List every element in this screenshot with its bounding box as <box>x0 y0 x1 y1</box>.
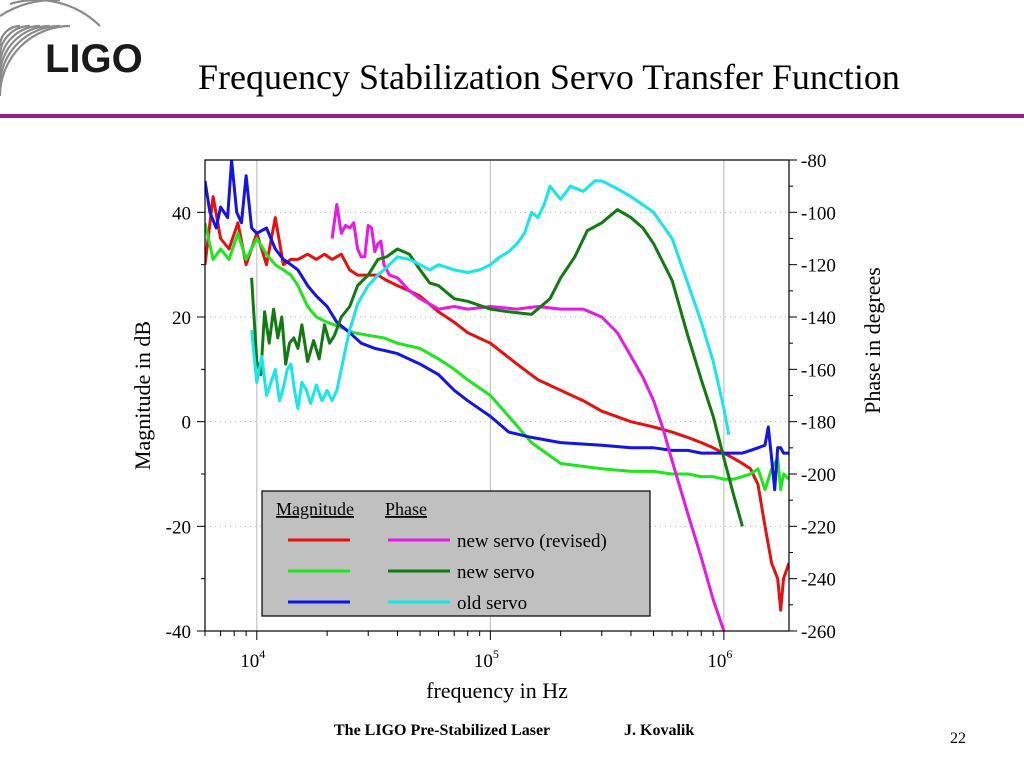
y-left-tick-label: 40 <box>172 203 191 224</box>
y-right-tick-label: -180 <box>801 413 836 434</box>
logo-text: LIGO <box>45 37 143 81</box>
y-right-tick-label: -160 <box>801 360 836 381</box>
y-right-tick-label: -260 <box>801 622 836 643</box>
magnitude-new-servo-revised-line <box>205 195 789 612</box>
y-axis-label-left: Magnitude in dB <box>130 321 155 470</box>
y-right-tick-label: -200 <box>801 465 836 486</box>
title-divider <box>0 114 1024 118</box>
axes: 104 105 106 40 20 0 -20 -40 -80 -100 -120 -140 -160 -… <box>166 151 836 672</box>
phase-new-servo-revised-line <box>330 203 726 631</box>
y-right-tick-label: -140 <box>801 308 836 329</box>
y-left-tick-label: -40 <box>166 622 191 643</box>
y-right-tick-label: -120 <box>801 256 836 277</box>
y-right-tick-label: -240 <box>801 570 836 591</box>
magnitude-old-servo-line <box>205 160 789 492</box>
magnitude-new-servo-line <box>205 222 789 492</box>
y-left-tick-label: 0 <box>182 413 192 434</box>
phase-old-servo-line <box>250 179 731 436</box>
legend: Magnitude Phase new servo (revised) new ser… <box>261 490 651 617</box>
slide-title: Frequency Stabilization Servo Transfer F… <box>198 57 900 97</box>
x-tick-label: 105 <box>474 647 499 672</box>
page-number: 22 <box>950 730 966 747</box>
y-left-tick-label: 20 <box>172 308 191 329</box>
x-tick-label: 104 <box>240 647 265 672</box>
legend-label-new-servo: new servo <box>457 562 535 583</box>
y-left-tick-label: -20 <box>166 517 191 538</box>
series-lines <box>205 160 789 631</box>
y-right-tick-label: -220 <box>801 517 836 538</box>
ligo-logo: LIGO <box>0 0 190 110</box>
legend-label-old-servo: old servo <box>457 593 527 614</box>
y-right-tick-label: -100 <box>801 203 836 224</box>
x-tick-label: 106 <box>707 647 732 672</box>
legend-header-magnitude: Magnitude <box>276 499 354 519</box>
y-axis-label-right: Phase in degrees <box>860 267 885 414</box>
legend-box <box>261 490 651 617</box>
footer-author: J. Kovalik <box>624 722 695 739</box>
footer-title: The LIGO Pre-Stabilized Laser <box>334 722 551 739</box>
legend-header-phase: Phase <box>385 499 427 519</box>
y-right-tick-label: -80 <box>801 151 826 172</box>
phase-new-servo-line <box>250 208 744 527</box>
x-axis-label: frequency in Hz <box>426 678 568 703</box>
legend-label-new-servo-revised: new servo (revised) <box>457 531 607 552</box>
